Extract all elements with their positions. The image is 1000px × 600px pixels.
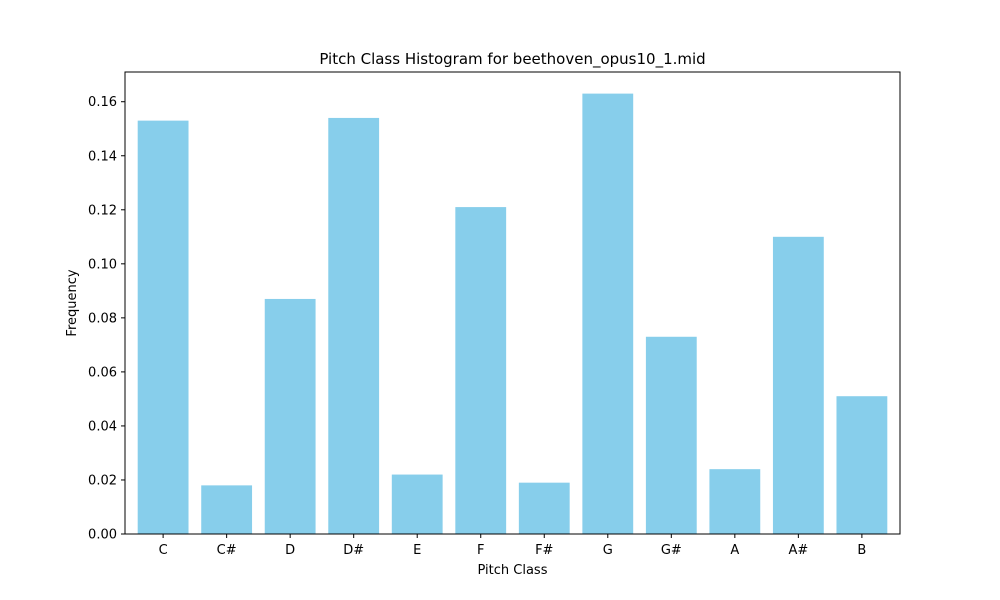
bar-b xyxy=(836,396,888,534)
bar-c xyxy=(137,120,189,534)
x-tick-label: F xyxy=(477,543,484,558)
y-tick-label: 0.06 xyxy=(88,365,117,380)
x-tick-label: E xyxy=(413,543,421,558)
x-tick-label: G xyxy=(603,543,613,558)
bar-a-sharp xyxy=(772,236,824,534)
bar-d-sharp xyxy=(328,117,380,535)
x-tick-label: D xyxy=(285,543,295,558)
y-axis-label: Frequency xyxy=(65,269,80,336)
bar-g-sharp xyxy=(645,336,697,534)
y-tick-label: 0.02 xyxy=(88,473,117,488)
y-tick-label: 0.08 xyxy=(88,311,117,326)
y-tick-label: 0.00 xyxy=(88,528,117,543)
y-tick-label: 0.12 xyxy=(88,203,117,218)
bar-a xyxy=(709,469,761,534)
bar-d xyxy=(264,298,316,534)
x-tick-label: B xyxy=(857,543,866,558)
y-tick-label: 0.14 xyxy=(88,149,117,164)
bar-e xyxy=(391,474,443,534)
bar-f xyxy=(455,207,507,534)
x-tick-label: C# xyxy=(217,543,237,558)
y-tick-label: 0.04 xyxy=(88,419,117,434)
y-axis: 0.00 0.02 0.04 0.06 0.08 0.10 0.12 0.14 0.16 xyxy=(88,95,125,543)
bar-g xyxy=(582,93,634,535)
x-tick-label: A xyxy=(730,543,739,558)
bar-c-sharp xyxy=(201,485,253,534)
bars-group xyxy=(137,93,888,535)
bar-f-sharp xyxy=(518,482,570,534)
x-tick-label: D# xyxy=(343,543,364,558)
x-axis-label: Pitch Class xyxy=(478,563,548,578)
plot-frame xyxy=(124,71,901,535)
x-tick-label: A# xyxy=(788,543,808,558)
x-tick-label: C xyxy=(159,543,168,558)
x-axis: C C# D D# E F F# G G# A A# B xyxy=(159,534,866,558)
y-tick-label: 0.10 xyxy=(88,257,117,272)
x-tick-label: G# xyxy=(661,543,682,558)
y-tick-label: 0.16 xyxy=(88,95,117,110)
x-tick-label: F# xyxy=(535,543,553,558)
chart-title: Pitch Class Histogram for beethoven_opus… xyxy=(319,50,705,69)
